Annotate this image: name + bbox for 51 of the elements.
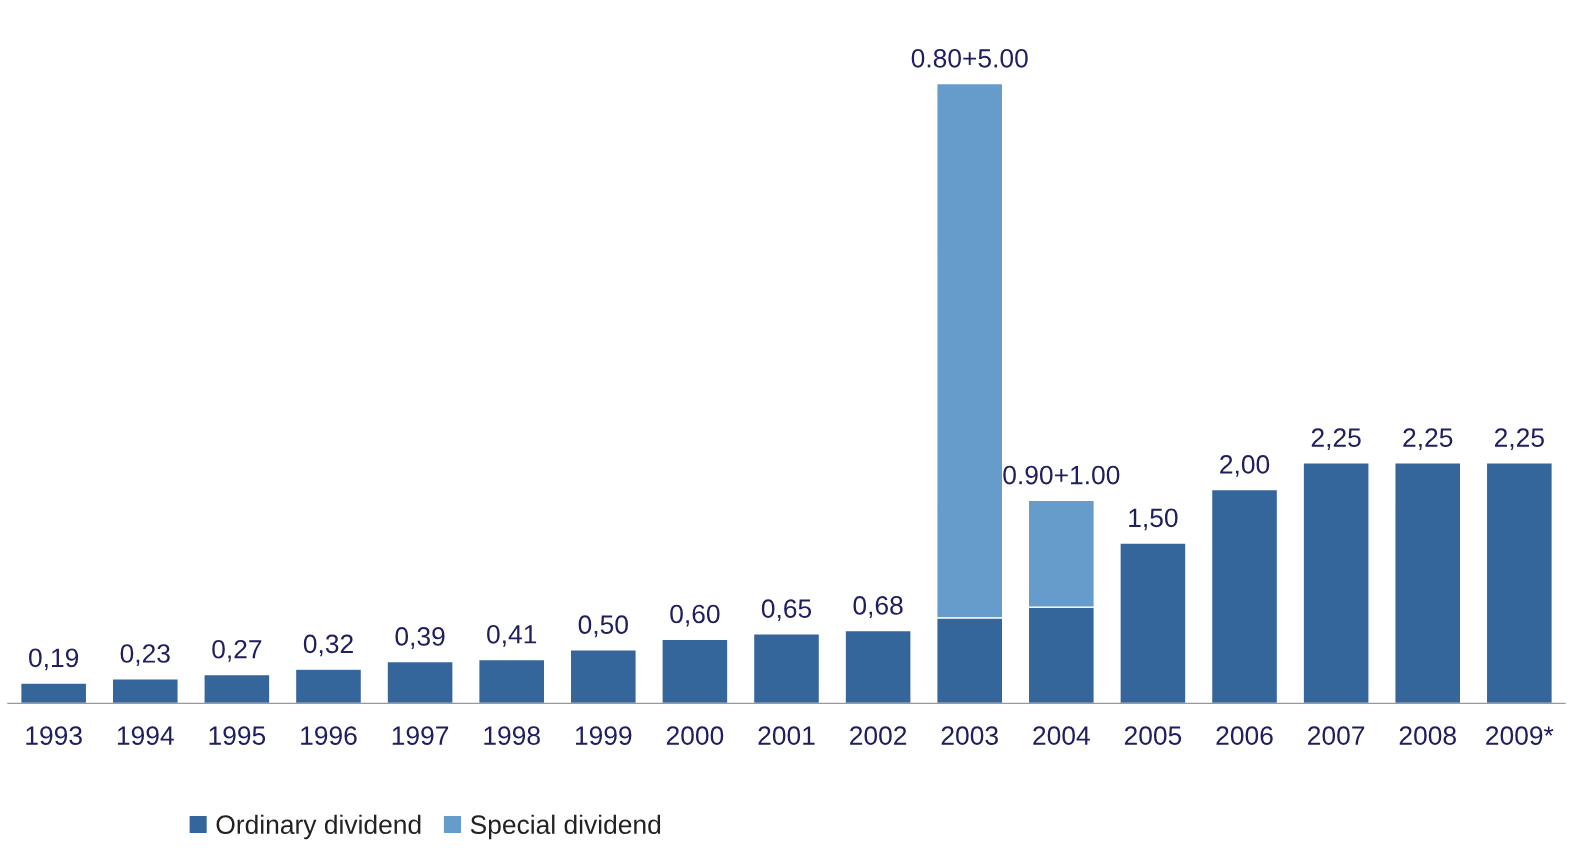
bar: [203, 673, 271, 704]
x-tick-label: 1998: [484, 726, 540, 745]
bar: [661, 638, 729, 704]
data-label: 0,50: [578, 615, 628, 638]
bar: [569, 649, 637, 704]
x-tick-label: 2001: [758, 726, 815, 745]
x-tick-label: 1994: [117, 726, 174, 745]
x-tick-label: 2009*: [1486, 726, 1554, 745]
bar: [1394, 462, 1462, 704]
x-tick-label: 1993: [26, 726, 82, 745]
bar: [1485, 462, 1554, 704]
legend-label: Special dividend: [470, 814, 661, 840]
bar: [19, 682, 88, 704]
bar: [1210, 488, 1279, 704]
data-label: 2,25: [1403, 428, 1453, 451]
data-label: 0,23: [120, 644, 170, 666]
data-label: 0,41: [487, 624, 537, 647]
x-tick-label: 2004: [1033, 726, 1090, 745]
data-label: 2,25: [1311, 428, 1361, 451]
bar: [294, 668, 363, 704]
x-tick-label: 1996: [301, 726, 357, 745]
bar: [1119, 542, 1187, 704]
data-label: 0,68: [853, 596, 903, 618]
total-label: 0.90+1.00: [1003, 465, 1120, 485]
data-label: 0,32: [303, 634, 353, 657]
x-tick-label: 2007: [1308, 726, 1365, 745]
bar: [386, 660, 454, 704]
data-label: 2,25: [1494, 428, 1544, 451]
x-tick-label: 1997: [392, 726, 449, 745]
x-tick-label: 2002: [850, 726, 907, 745]
x-tick-label: 1995: [209, 726, 266, 745]
legend-label: Ordinary dividend: [216, 814, 421, 840]
data-label: 0,60: [670, 604, 720, 627]
x-tick-label: 2008: [1399, 726, 1456, 745]
data-label: 0,27: [212, 639, 262, 662]
bar: [1302, 462, 1370, 704]
x-tick-label: 2000: [666, 726, 724, 745]
data-label: 0,19: [29, 648, 79, 671]
data-label: 2,00: [1220, 455, 1270, 477]
data-label: 0,39: [395, 627, 445, 649]
data-label: 0,65: [761, 599, 812, 622]
x-tick-label: 1999: [575, 726, 632, 745]
total-label: 0.80+5.00: [911, 48, 1028, 68]
bar: [111, 678, 179, 704]
x-tick-label: 2006: [1216, 726, 1273, 745]
bar: [844, 629, 912, 704]
bar: [478, 658, 546, 704]
x-tick-label: 2005: [1124, 726, 1182, 745]
bar: [752, 633, 821, 704]
x-tick-label: 2003: [941, 726, 998, 745]
data-label: 1,50: [1129, 508, 1178, 531]
